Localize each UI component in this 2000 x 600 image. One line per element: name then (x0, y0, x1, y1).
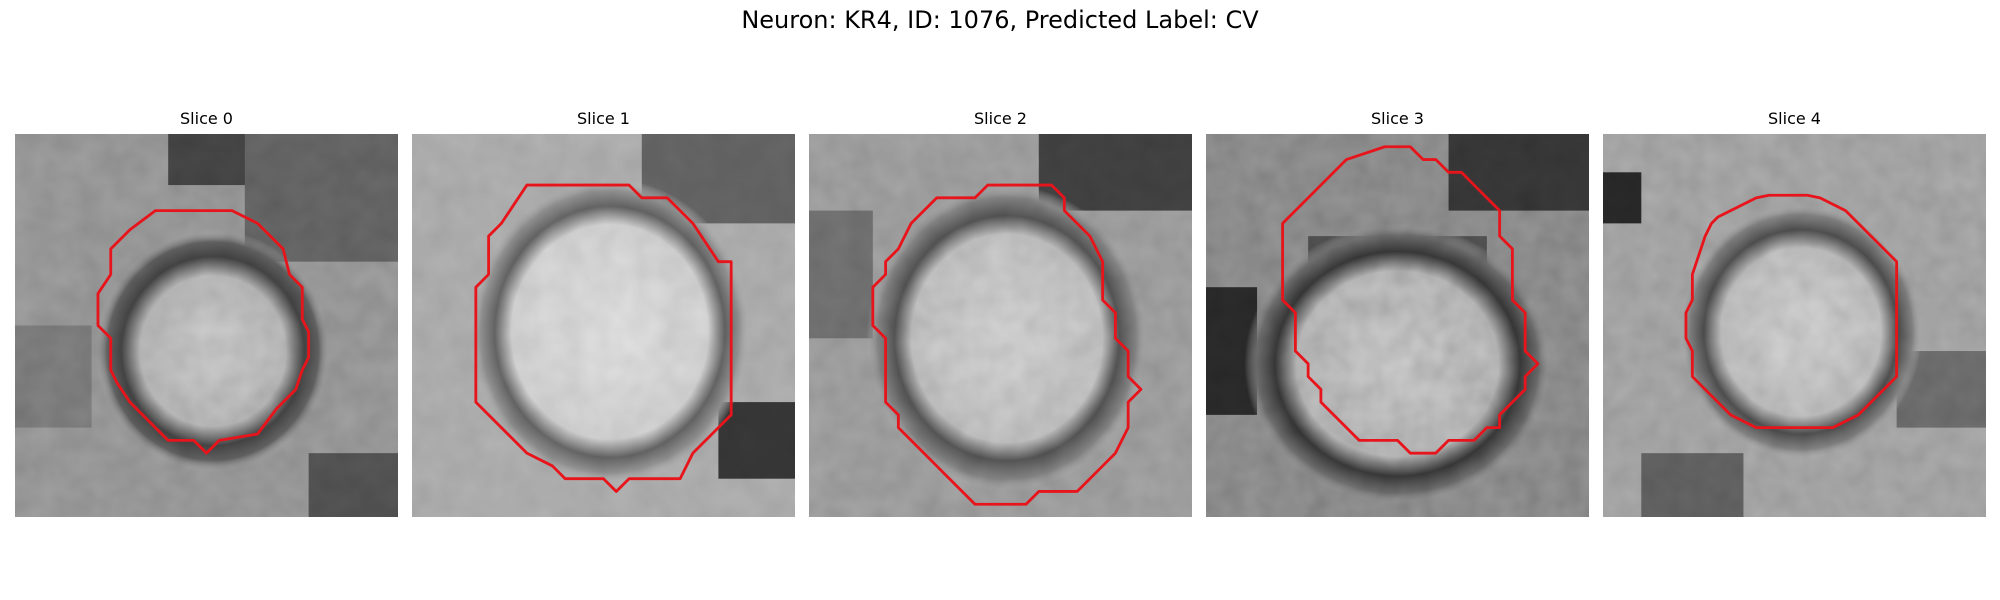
slice-title-2: Slice 2 (809, 108, 1192, 130)
slice-title-4: Slice 4 (1603, 108, 1986, 130)
slice-image-4 (1603, 134, 1986, 517)
slice-panel-3: Slice 3 (1206, 108, 1589, 130)
slice-image-1 (412, 134, 795, 517)
figure-title: Neuron: KR4, ID: 1076, Predicted Label: … (0, 6, 2000, 34)
slice-title-3: Slice 3 (1206, 108, 1589, 130)
slice-title-0: Slice 0 (15, 108, 398, 130)
slice-image-3 (1206, 134, 1589, 517)
slice-panel-0: Slice 0 (15, 108, 398, 130)
slice-panel-2: Slice 2 (809, 108, 1192, 130)
slice-panel-1: Slice 1 (412, 108, 795, 130)
slice-image-0 (15, 134, 398, 517)
slice-title-1: Slice 1 (412, 108, 795, 130)
slice-panel-4: Slice 4 (1603, 108, 1986, 130)
slice-image-2 (809, 134, 1192, 517)
